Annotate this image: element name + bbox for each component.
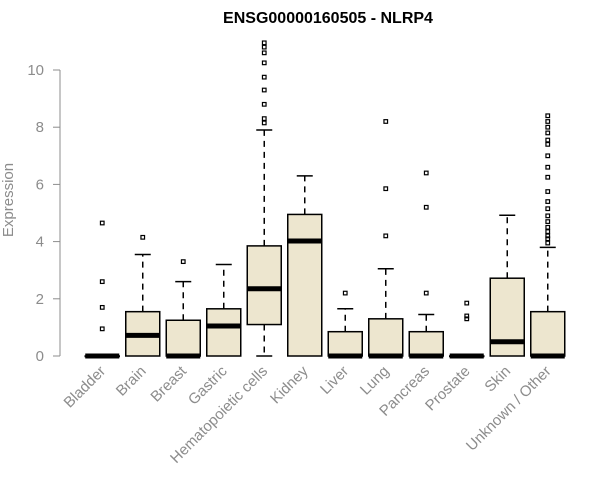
outlier-point: [545, 130, 551, 136]
box-iqr: [206, 308, 242, 357]
x-axis-tick-label: Prostate: [422, 363, 474, 415]
outlier-point: [423, 170, 429, 176]
y-axis-tick-label: 0: [36, 348, 44, 365]
x-axis-tick-label: Breast: [147, 362, 190, 405]
outlier-point: [261, 74, 267, 80]
outlier-point: [545, 233, 551, 239]
box-skin: [489, 214, 525, 357]
box-liver: [327, 290, 363, 359]
axes: 0 2 4 6 8 10: [27, 62, 61, 365]
box-lung: [368, 119, 404, 359]
outlier-point: [464, 313, 470, 319]
box-iqr: [165, 319, 201, 357]
x-axis-tick-label: Skin: [481, 363, 514, 396]
box-kidney: [287, 175, 323, 357]
x-axis-tick-label: Bladder: [60, 363, 109, 412]
boxes: [84, 40, 566, 359]
outlier-point: [261, 44, 267, 50]
outlier-point: [545, 224, 551, 230]
outlier-point: [545, 219, 551, 224]
x-axis-tick-label: Brain: [113, 363, 150, 400]
x-axis-tick-label: Liver: [317, 363, 352, 398]
outlier-point: [545, 229, 551, 234]
box-iqr: [368, 318, 404, 357]
outlier-point: [545, 141, 551, 147]
outlier-point: [261, 120, 267, 126]
box-pancreas: [408, 170, 444, 359]
outlier-point: [180, 259, 186, 265]
box-bladder: [84, 220, 120, 359]
y-axis-tick-label: 10: [27, 62, 44, 79]
x-axis-tick-label: Kidney: [267, 362, 312, 407]
box-brain: [125, 234, 161, 357]
outlier-point: [545, 189, 551, 194]
box-iqr: [246, 245, 282, 326]
outlier-point: [464, 300, 470, 306]
outlier-point: [545, 153, 551, 159]
outlier-point: [383, 233, 389, 239]
outlier-point: [383, 186, 389, 192]
outlier-point: [99, 304, 105, 310]
outlier-point: [545, 206, 551, 212]
outlier-point: [423, 290, 429, 296]
outlier-point: [545, 124, 551, 130]
outlier-point: [464, 316, 470, 322]
outlier-point: [261, 50, 267, 56]
y-axis-tick-label: 4: [36, 234, 44, 251]
outlier-point: [261, 60, 267, 66]
box-prostate: [449, 300, 485, 359]
y-axis-tick-label: 8: [36, 119, 44, 136]
box-hematopoietic-cells: [246, 40, 282, 357]
outlier-point: [99, 279, 105, 285]
outlier-point: [99, 326, 105, 332]
outlier-point: [545, 236, 551, 242]
y-axis-label: Expression: [0, 163, 17, 237]
box-unknown-other: [530, 113, 566, 359]
outlier-point: [545, 137, 551, 143]
outlier-point: [545, 164, 551, 170]
box-gastric: [206, 263, 242, 357]
box-iqr: [327, 330, 363, 357]
outlier-point: [383, 119, 389, 124]
outlier-point: [545, 213, 551, 219]
outlier-point: [140, 234, 146, 240]
outlier-point: [545, 240, 551, 246]
outlier-point: [545, 119, 551, 124]
box-iqr: [489, 277, 525, 357]
outlier-point: [342, 290, 348, 296]
box-iqr: [287, 213, 323, 357]
outlier-point: [545, 113, 551, 119]
outlier-point: [261, 116, 267, 122]
x-axis-tick-label: Lung: [357, 363, 393, 399]
outlier-point: [261, 87, 267, 93]
box-iqr: [408, 330, 444, 357]
y-axis-tick-label: 6: [36, 176, 44, 193]
outlier-point: [423, 204, 429, 210]
outlier-point: [261, 40, 267, 46]
y-axis-tick-label: 2: [36, 291, 44, 308]
chart-title: ENSG00000160505 - NLRP4: [223, 10, 433, 27]
outlier-point: [545, 174, 551, 180]
box-breast: [165, 259, 201, 359]
outlier-point: [545, 199, 551, 204]
box-iqr: [530, 310, 566, 357]
outlier-point: [261, 101, 267, 107]
outlier-point: [99, 220, 105, 226]
